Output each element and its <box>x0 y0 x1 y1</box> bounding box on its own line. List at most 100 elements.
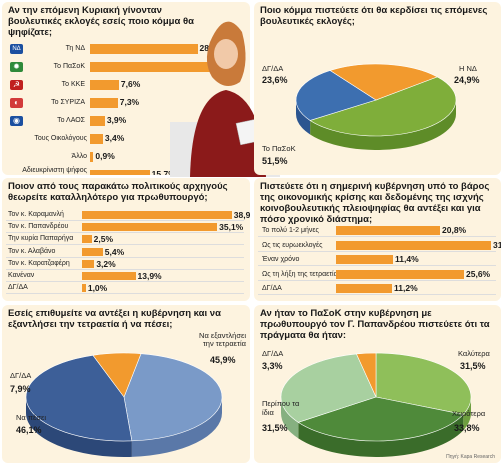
pie-slice-side <box>131 397 222 457</box>
bar-value: 1,0% <box>87 283 108 294</box>
pie-label-fall: Να πέσει <box>16 413 46 422</box>
bar-label: Τον κ. Παπανδρέου <box>8 223 69 231</box>
pie-slice-side <box>296 100 311 135</box>
bar-value: 7,3% <box>119 97 140 107</box>
panel-title: Ποιον από τους παρακάτω πολιτικούς αρχηγ… <box>8 181 228 203</box>
row-divider <box>6 220 244 221</box>
bar-label: Αδιευκρίνιστη ψήφος <box>22 167 87 174</box>
panel-best-pm: Ποιον από τους παρακάτω πολιτικούς αρχηγ… <box>2 178 250 301</box>
bar-label: Τον κ. Καραμανλή <box>8 211 64 218</box>
bar <box>336 226 440 235</box>
pie-slice <box>375 352 472 415</box>
bar-label: Κανέναν <box>8 272 35 279</box>
row-divider <box>258 279 496 281</box>
bar-value: 7,6% <box>120 79 141 89</box>
pie-value-same: 31,5% <box>262 423 288 433</box>
pie-label-nd: Η ΝΔ <box>459 64 477 73</box>
pie-label-better: Καλύτερα <box>458 349 490 358</box>
pie-slice <box>92 352 142 398</box>
bar-label: Ως τη λήξη της τετραετίας <box>262 270 342 278</box>
pie-value-dk: 7,9% <box>10 384 31 394</box>
bar <box>82 259 95 268</box>
pie-value-nd: 24,9% <box>454 75 480 85</box>
bar-value: 31,0% <box>493 239 501 250</box>
bar <box>90 98 118 108</box>
row-divider <box>6 281 244 282</box>
pie-label-worse: Χειρότερα <box>452 409 486 418</box>
pie-label-dk: ΔΓ/ΔΑ <box>262 64 284 73</box>
pie-chart-government-wish <box>25 352 223 457</box>
panel-government-wish: Εσείς επιθυμείτε να αντέξει η κυβέρνηση … <box>2 305 250 463</box>
bar-value: 2,5% <box>93 234 113 245</box>
bar-value: 11,2% <box>394 283 418 293</box>
bar <box>90 44 198 54</box>
bar-label: ΔΓ/ΔΑ <box>8 284 28 292</box>
bar-label: Τη ΝΔ <box>65 45 85 52</box>
row-divider <box>258 265 496 266</box>
pie-slice <box>295 70 377 121</box>
bar <box>90 152 94 162</box>
bar-value: 15,7% <box>151 169 176 175</box>
bar <box>336 269 464 279</box>
bar-value: 38,9% <box>233 210 250 220</box>
row-divider <box>258 250 496 252</box>
panel-pasok-government: Αν ήταν το ΠαΣοΚ στην κυβέρνηση με πρωθυ… <box>254 305 501 463</box>
pie-value-last: 45,9% <box>210 355 236 365</box>
pie-label-last: Να εξαντλήσει την τετραετία <box>199 331 246 348</box>
bar-label: Τον κ. Καρατζαφέρη <box>8 259 70 267</box>
bar-label: Άλλο <box>71 153 87 160</box>
pie-slice-side <box>463 397 471 431</box>
bar-value: 3,4% <box>104 133 125 143</box>
bar <box>90 116 105 126</box>
pie-slice <box>280 353 377 423</box>
source-note: Πηγή: Kapa Research <box>446 454 495 460</box>
pie-slice-side <box>310 100 456 150</box>
bar <box>82 272 136 280</box>
panel-government-duration: Πιστεύετε ότι η σημερινή κυβέρνηση υπό τ… <box>254 178 501 301</box>
bar <box>82 211 232 219</box>
pie-slice <box>123 353 223 442</box>
kke-logo-icon: ☭ <box>10 80 23 90</box>
bar-label: Το ΛΑΟΣ <box>57 117 85 124</box>
bar <box>82 284 86 293</box>
nd-logo-icon: ΝΔ <box>10 44 23 54</box>
laos-logo-icon: ◉ <box>10 116 23 126</box>
bar <box>336 284 392 293</box>
pie-slice-side <box>281 397 299 439</box>
bar-label: Την κυρία Παπαρήγα <box>8 235 74 243</box>
bar-label: Το ΠαΣοΚ <box>53 63 85 70</box>
pie-value-pasok: 51,5% <box>262 156 288 166</box>
bar-label: Το ΣΥΡΙΖΑ <box>51 99 85 106</box>
bar <box>82 223 218 232</box>
pie-chart-winner <box>295 63 457 150</box>
pie-slice <box>25 354 133 442</box>
row-divider <box>6 256 244 258</box>
bar-label: Το ΚΚΕ <box>61 81 85 88</box>
bar-value: 20,8% <box>442 225 467 235</box>
bar <box>90 170 150 175</box>
bar <box>336 255 393 264</box>
pie-label-dk: ΔΓ/ΔΑ <box>10 371 32 380</box>
panel-title: Αν ήταν το ΠαΣοΚ στην κυβέρνηση με πρωθυ… <box>260 308 490 341</box>
syriza-logo-icon: ◐ <box>10 98 23 108</box>
bar-label: ΔΓ/ΔΑ <box>262 285 282 292</box>
pie-label-dk: ΔΓ/ΔΑ <box>262 349 284 358</box>
panel-title: Πιστεύετε ότι η σημερινή κυβέρνηση υπό τ… <box>260 181 490 225</box>
row-divider <box>6 293 244 295</box>
bar-value: 13,9% <box>137 271 162 281</box>
bar <box>82 235 92 244</box>
bar-value: 35,1% <box>219 222 244 233</box>
panel-vote-intention: Αν την επόμενη Κυριακή γίνονταν βουλευτι… <box>2 2 250 175</box>
pie-value-better: 31,5% <box>460 361 486 371</box>
pie-chart-pasok-government <box>280 352 472 457</box>
bar-value: 0,9% <box>95 151 115 161</box>
bar-value: 5,4% <box>104 246 125 257</box>
bar-label: Το πολύ 1-2 μήνες <box>262 227 319 234</box>
bar <box>82 247 103 256</box>
bar-label: Τον κ. Αλαβάνο <box>8 247 56 255</box>
bar-label: Τους Οικολόγους <box>34 135 87 142</box>
pie-value-dk: 23,6% <box>262 75 288 85</box>
pie-slice <box>329 63 439 101</box>
panel-winner-expectation: Ποιο κόμμα πιστεύετε ότι θα κερδίσει τις… <box>254 2 501 175</box>
bar-label: Έναν χρόνο <box>262 256 300 263</box>
